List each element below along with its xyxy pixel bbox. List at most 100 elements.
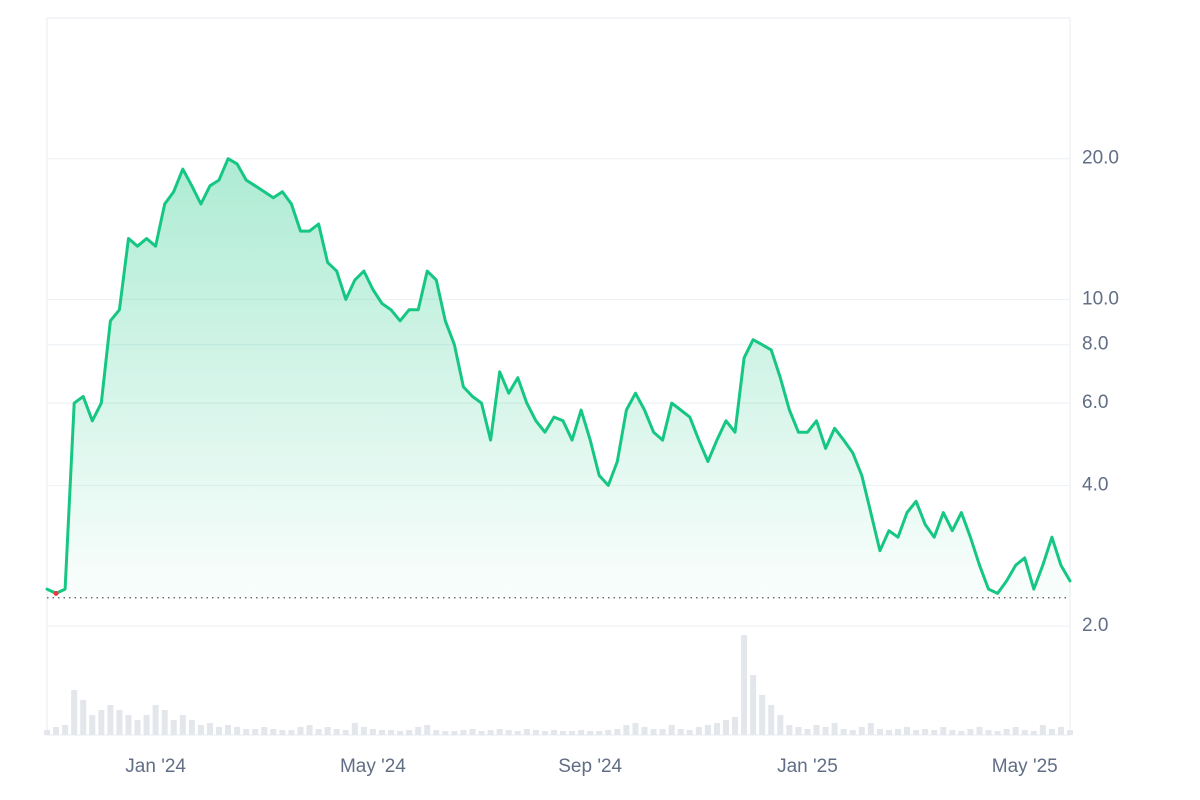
- volume-bar: [976, 727, 983, 735]
- volume-bar: [1039, 725, 1046, 735]
- volume-bar: [795, 727, 802, 735]
- volume-bar: [732, 717, 739, 735]
- volume-bar: [369, 729, 376, 735]
- volume-bar: [397, 731, 404, 735]
- volume-bar: [134, 720, 141, 735]
- x-tick-label: May '25: [992, 756, 1058, 777]
- volume-bar: [279, 730, 286, 735]
- volume-bar: [804, 729, 811, 735]
- plot-frame: [46, 17, 1071, 736]
- volume-bar: [894, 729, 901, 735]
- volume-bar: [768, 705, 775, 735]
- volume-bar: [44, 730, 50, 735]
- volume-bar: [324, 727, 331, 735]
- volume-bar: [406, 730, 413, 735]
- y-tick-label: 4.0: [1082, 474, 1108, 495]
- volume-bar: [831, 723, 838, 735]
- volume-bar: [713, 723, 720, 735]
- volume-bar: [342, 730, 349, 735]
- volume-bar: [152, 705, 159, 735]
- volume-bar: [487, 730, 494, 735]
- price-line: [45, 157, 1072, 595]
- volume-bar: [161, 710, 168, 735]
- volume-bar: [1021, 730, 1028, 735]
- volume-bar: [560, 731, 567, 735]
- volume-bar: [297, 727, 304, 735]
- volume-bar: [777, 715, 784, 735]
- volume-bar: [261, 727, 268, 735]
- volume-bar: [541, 731, 548, 735]
- y-tick-label: 8.0: [1082, 334, 1108, 355]
- volume-bar: [722, 720, 729, 735]
- volume-bar: [197, 725, 204, 735]
- volume-bar: [904, 727, 911, 735]
- volume-bar: [188, 720, 195, 735]
- y-tick-label: 6.0: [1082, 392, 1108, 413]
- volume-bar: [505, 730, 512, 735]
- volume-bar: [849, 730, 856, 735]
- volume-bar: [967, 729, 974, 735]
- volume-bar: [415, 727, 422, 735]
- volume-bar: [587, 731, 594, 735]
- volume-bar: [388, 730, 395, 735]
- volume-bar: [786, 725, 793, 735]
- volume-bar: [659, 729, 666, 735]
- volume-bar: [750, 675, 757, 735]
- volume-bar: [695, 727, 702, 735]
- volume-bar: [433, 730, 440, 735]
- volume-bar: [424, 725, 431, 735]
- volume-bar: [270, 729, 277, 735]
- volume-bar: [994, 731, 1001, 735]
- volume-bar: [858, 727, 865, 735]
- y-tick-label: 10.0: [1082, 288, 1119, 309]
- volume-bar: [53, 727, 60, 735]
- volume-bar: [125, 715, 132, 735]
- volume-bar: [478, 731, 485, 735]
- volume-bar: [523, 729, 530, 735]
- x-tick-label: Jan '25: [777, 756, 838, 777]
- volume-bar: [876, 729, 883, 735]
- y-tick-label: 20.0: [1082, 148, 1119, 169]
- volume-bar: [216, 727, 223, 735]
- volume-bar: [107, 705, 114, 735]
- volume-bar: [822, 727, 829, 735]
- volume-bar: [550, 730, 557, 735]
- volume-bar: [677, 729, 684, 735]
- volume-bar: [1057, 727, 1064, 735]
- volume-bar: [1030, 731, 1037, 735]
- volume-bar: [1067, 730, 1073, 735]
- volume-bar: [451, 731, 458, 735]
- volume-bar: [813, 725, 820, 735]
- volume-bar: [234, 727, 241, 735]
- volume-bar: [614, 729, 621, 735]
- volume-bar: [958, 731, 965, 735]
- volume-bar: [569, 731, 576, 735]
- volume-bar: [578, 730, 585, 735]
- volume-bar: [243, 729, 250, 735]
- volume-bar: [496, 729, 503, 735]
- volume-bar: [867, 723, 874, 735]
- volume-bar: [641, 727, 648, 735]
- volume-bar: [922, 729, 929, 735]
- volume-bar: [315, 729, 322, 735]
- price-area: [47, 158, 1070, 598]
- volume-bar: [1012, 727, 1019, 735]
- x-tick-label: Sep '24: [558, 756, 622, 777]
- volume-bar: [1048, 729, 1055, 735]
- volume-bar: [71, 690, 78, 735]
- volume-bar: [89, 715, 96, 735]
- volume-bar: [704, 725, 711, 735]
- volume-bar: [170, 720, 177, 735]
- volume-bar: [80, 700, 87, 735]
- volume-bar: [351, 723, 358, 735]
- volume-bar: [632, 723, 639, 735]
- volume-bar: [98, 710, 105, 735]
- volume-bar: [378, 730, 385, 735]
- volume-bar: [913, 730, 920, 735]
- volume-bar: [288, 730, 295, 735]
- volume-bar: [686, 730, 693, 735]
- volume-bar: [460, 730, 467, 735]
- volume-bar: [650, 729, 657, 735]
